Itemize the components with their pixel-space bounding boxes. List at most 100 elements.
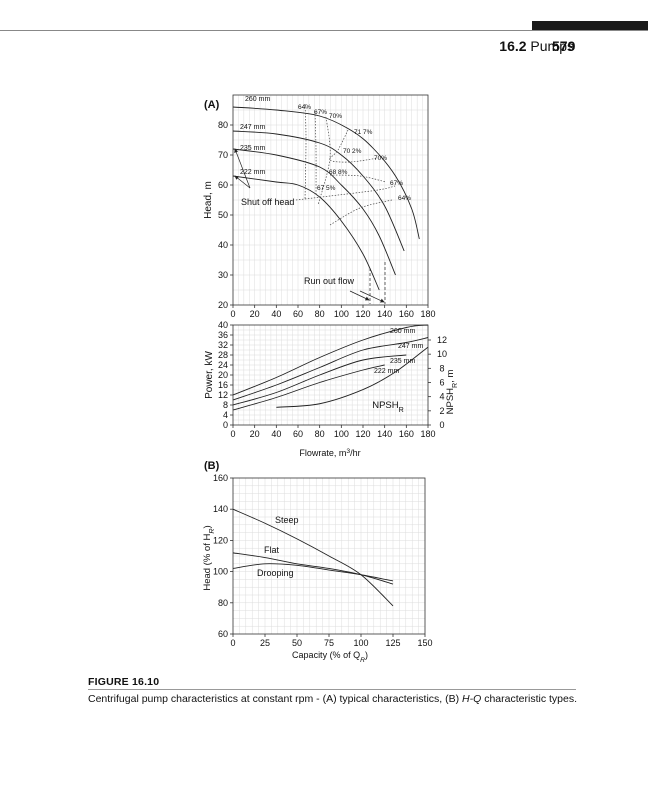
head-curve-label: 247 mm	[240, 124, 265, 131]
b-curve-label: Flat	[264, 545, 280, 555]
npsh-ytick-label: 2	[439, 406, 444, 416]
npsh-ytick-label: 10	[437, 349, 447, 359]
run-out-flow-label: Run out flow	[304, 276, 355, 286]
head-curve-label: 222 mm	[240, 169, 265, 176]
efficiency-label: 71 7%	[354, 129, 373, 136]
head-axis-xtick-label: 40	[271, 309, 281, 319]
efficiency-label: 67%	[314, 109, 327, 116]
panel-a-label: (A)	[204, 99, 220, 111]
figure-caption: Centrifugal pump characteristics at cons…	[88, 693, 588, 705]
head-axis-ytick-label: 20	[218, 300, 228, 310]
b-axis-ytick-label: 160	[213, 473, 228, 483]
power-axis-title: Power, kW	[204, 351, 215, 399]
efficiency-label: 70 2%	[343, 148, 362, 155]
efficiency-isoline	[314, 111, 317, 197]
power-axis-ytick-label: 36	[218, 330, 228, 340]
efficiency-label: 64%	[298, 104, 311, 111]
power-curve-222-mm	[232, 364, 385, 411]
efficiency-label: 70%	[329, 113, 342, 120]
power-axis-xtick-label: 120	[355, 429, 370, 439]
section-number: 16.2	[499, 38, 527, 54]
power-axis-xtick-label: 140	[377, 429, 392, 439]
efficiency-isoline	[329, 129, 379, 163]
head-axis-xtick-label: 0	[230, 309, 235, 319]
b-y-axis-title: Head (% of HR)	[202, 525, 216, 590]
efficiency-isoline	[295, 185, 396, 201]
npsh-ytick-label: 4	[439, 392, 444, 402]
b-curve-drooping	[232, 563, 394, 582]
power-axis-ytick-label: 20	[218, 370, 228, 380]
head-curve-247-mm	[232, 130, 405, 252]
caption-prefix: Centrifugal pump characteristics at cons…	[88, 693, 463, 705]
power-axis-xtick-label: 80	[315, 429, 325, 439]
power-axis-ytick-label: 0	[223, 420, 228, 430]
power-axis-ytick-label: 8	[223, 400, 228, 410]
header-rule	[0, 30, 648, 31]
head-curve-label: 260 mm	[245, 96, 270, 103]
power-curve-label: 247 mm	[398, 343, 423, 350]
npsh-ytick-label: 6	[439, 378, 444, 388]
head-axis-xtick-label: 80	[315, 309, 325, 319]
head-axis-xtick-label: 180	[420, 309, 435, 319]
b-axis-ytick-label: 60	[218, 629, 228, 639]
head-axis-xtick-label: 100	[334, 309, 349, 319]
npsh-curve-label: NPSHR	[372, 400, 404, 414]
head-axis-xtick-label: 20	[250, 309, 260, 319]
head-curve-label: 235 mm	[240, 145, 265, 152]
head-axis-ytick-label: 60	[218, 180, 228, 190]
shut-off-arrow	[234, 175, 251, 189]
power-axis-ytick-label: 12	[218, 390, 228, 400]
power-curve-label: 235 mm	[390, 358, 415, 365]
head-axis-title: Head, m	[203, 181, 214, 219]
b-axis-xtick-label: 25	[260, 638, 270, 648]
npsh-axis-title: NPSHR, m	[445, 370, 459, 415]
power-axis-ytick-label: 16	[218, 380, 228, 390]
power-curve-235-mm	[232, 354, 407, 406]
head-axis-ytick-label: 50	[218, 210, 228, 220]
power-axis-xtick-label: 160	[399, 429, 414, 439]
b-axis-xtick-label: 150	[417, 638, 432, 648]
power-axis-xtick-label: 20	[250, 429, 260, 439]
head-axis-xtick-label: 140	[377, 309, 392, 319]
running-head: 16.2 Pumps	[499, 38, 574, 54]
power-axis-xtick-label: 0	[230, 429, 235, 439]
b-curve-label: Drooping	[257, 568, 294, 578]
efficiency-label: 68 8%	[329, 169, 348, 176]
power-axis-xtick-label: 180	[420, 429, 435, 439]
head-axis-ytick-label: 80	[218, 120, 228, 130]
efficiency-isoline	[317, 116, 331, 206]
efficiency-label: 67 5%	[317, 185, 336, 192]
panel-b-label: (B)	[204, 460, 220, 472]
head-axis-ytick-label: 40	[218, 240, 228, 250]
power-axis-ytick-label: 40	[218, 320, 228, 330]
power-axis-ytick-label: 28	[218, 350, 228, 360]
efficiency-label: 64%	[398, 195, 411, 202]
b-axis-xtick-label: 100	[353, 638, 368, 648]
head-curve-235-mm	[232, 148, 396, 276]
b-axis-ytick-label: 120	[213, 535, 228, 545]
b-axis-xtick-label: 75	[324, 638, 334, 648]
figure-rule	[88, 689, 576, 690]
efficiency-isoline	[329, 199, 393, 226]
flowrate-axis-title: Flowrate, m3/hr	[299, 448, 360, 459]
head-curve-222-mm	[232, 175, 380, 291]
run-out-arrow	[359, 290, 385, 303]
caption-em: H-Q	[462, 693, 482, 705]
power-axis-xtick-label: 60	[293, 429, 303, 439]
b-axis-xtick-label: 125	[385, 638, 400, 648]
section-title: Pumps	[530, 38, 574, 54]
power-curve-260-mm	[232, 324, 429, 396]
header-bar	[532, 21, 648, 30]
efficiency-isoline	[329, 174, 387, 183]
npsh-ytick-label: 0	[439, 420, 444, 430]
b-axis-ytick-label: 80	[218, 598, 228, 608]
head-axis-ytick-label: 70	[218, 150, 228, 160]
figure-label: FIGURE 16.10	[88, 676, 160, 688]
head-axis-ytick-label: 30	[218, 270, 228, 280]
shut-off-arrow	[234, 148, 251, 189]
b-x-axis-title: Capacity (% of QR)	[292, 650, 368, 664]
page-number: 579	[552, 38, 576, 54]
b-curve-steep	[232, 508, 394, 607]
head-curve-260-mm	[232, 106, 420, 240]
npsh-ytick-label: 8	[439, 363, 444, 373]
